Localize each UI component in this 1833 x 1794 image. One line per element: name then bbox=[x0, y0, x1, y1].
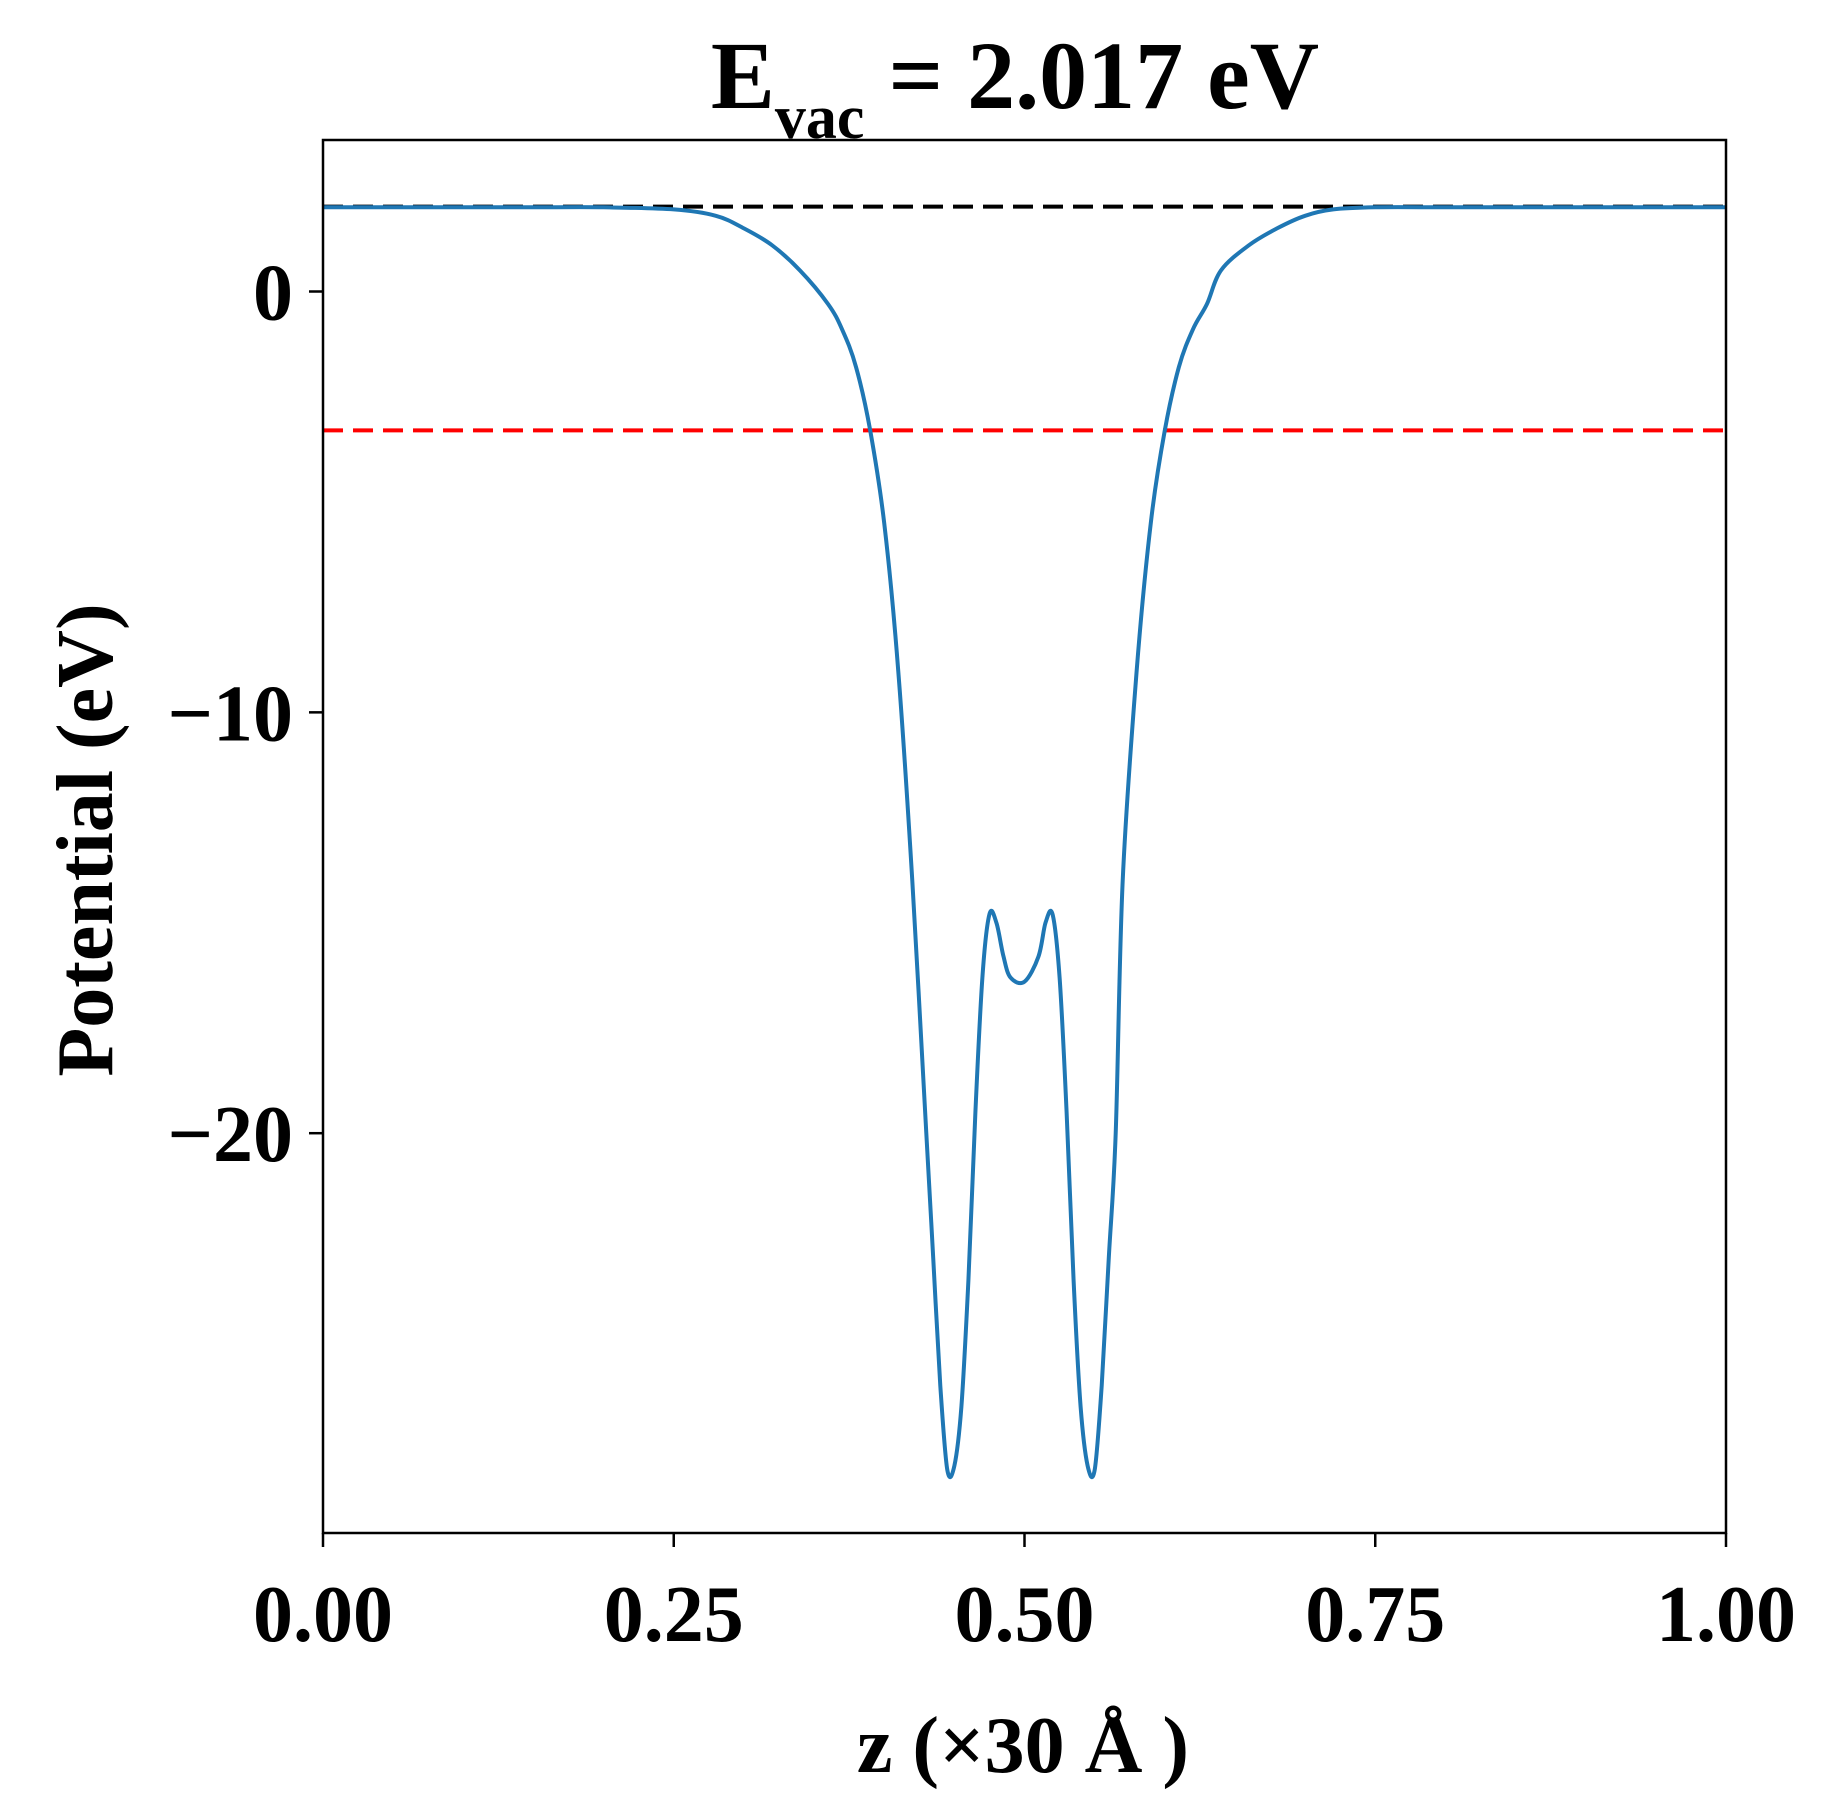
y-tick-label-0: 0 bbox=[253, 250, 293, 338]
x-tick-label-1: 0.25 bbox=[604, 1571, 744, 1659]
x-tick-label-2: 0.50 bbox=[955, 1571, 1095, 1659]
plot-frame bbox=[321, 138, 1728, 1535]
chart-title-main: E bbox=[711, 22, 775, 129]
x-tick-label-3: 0.75 bbox=[1305, 1571, 1445, 1659]
plot-area: 0.00 0.25 0.50 0.75 1.00 0 −10 −20 bbox=[167, 138, 1796, 1659]
x-tick-label-4: 1.00 bbox=[1656, 1571, 1796, 1659]
y-tick-label-1: −10 bbox=[167, 670, 293, 758]
chart-title: Evac = 2.017 eV bbox=[711, 22, 1319, 152]
x-tick-label-0: 0.00 bbox=[253, 1571, 393, 1659]
chart-title-rest: = 2.017 eV bbox=[864, 22, 1319, 129]
chart-title-subscript: vac bbox=[775, 84, 865, 152]
series-line-1 bbox=[323, 205, 1726, 1480]
x-axis-label: z (×30 Å ) bbox=[857, 1702, 1189, 1790]
y-tick-label-2: −20 bbox=[167, 1091, 293, 1179]
y-axis-label: Potential (eV) bbox=[42, 603, 130, 1076]
